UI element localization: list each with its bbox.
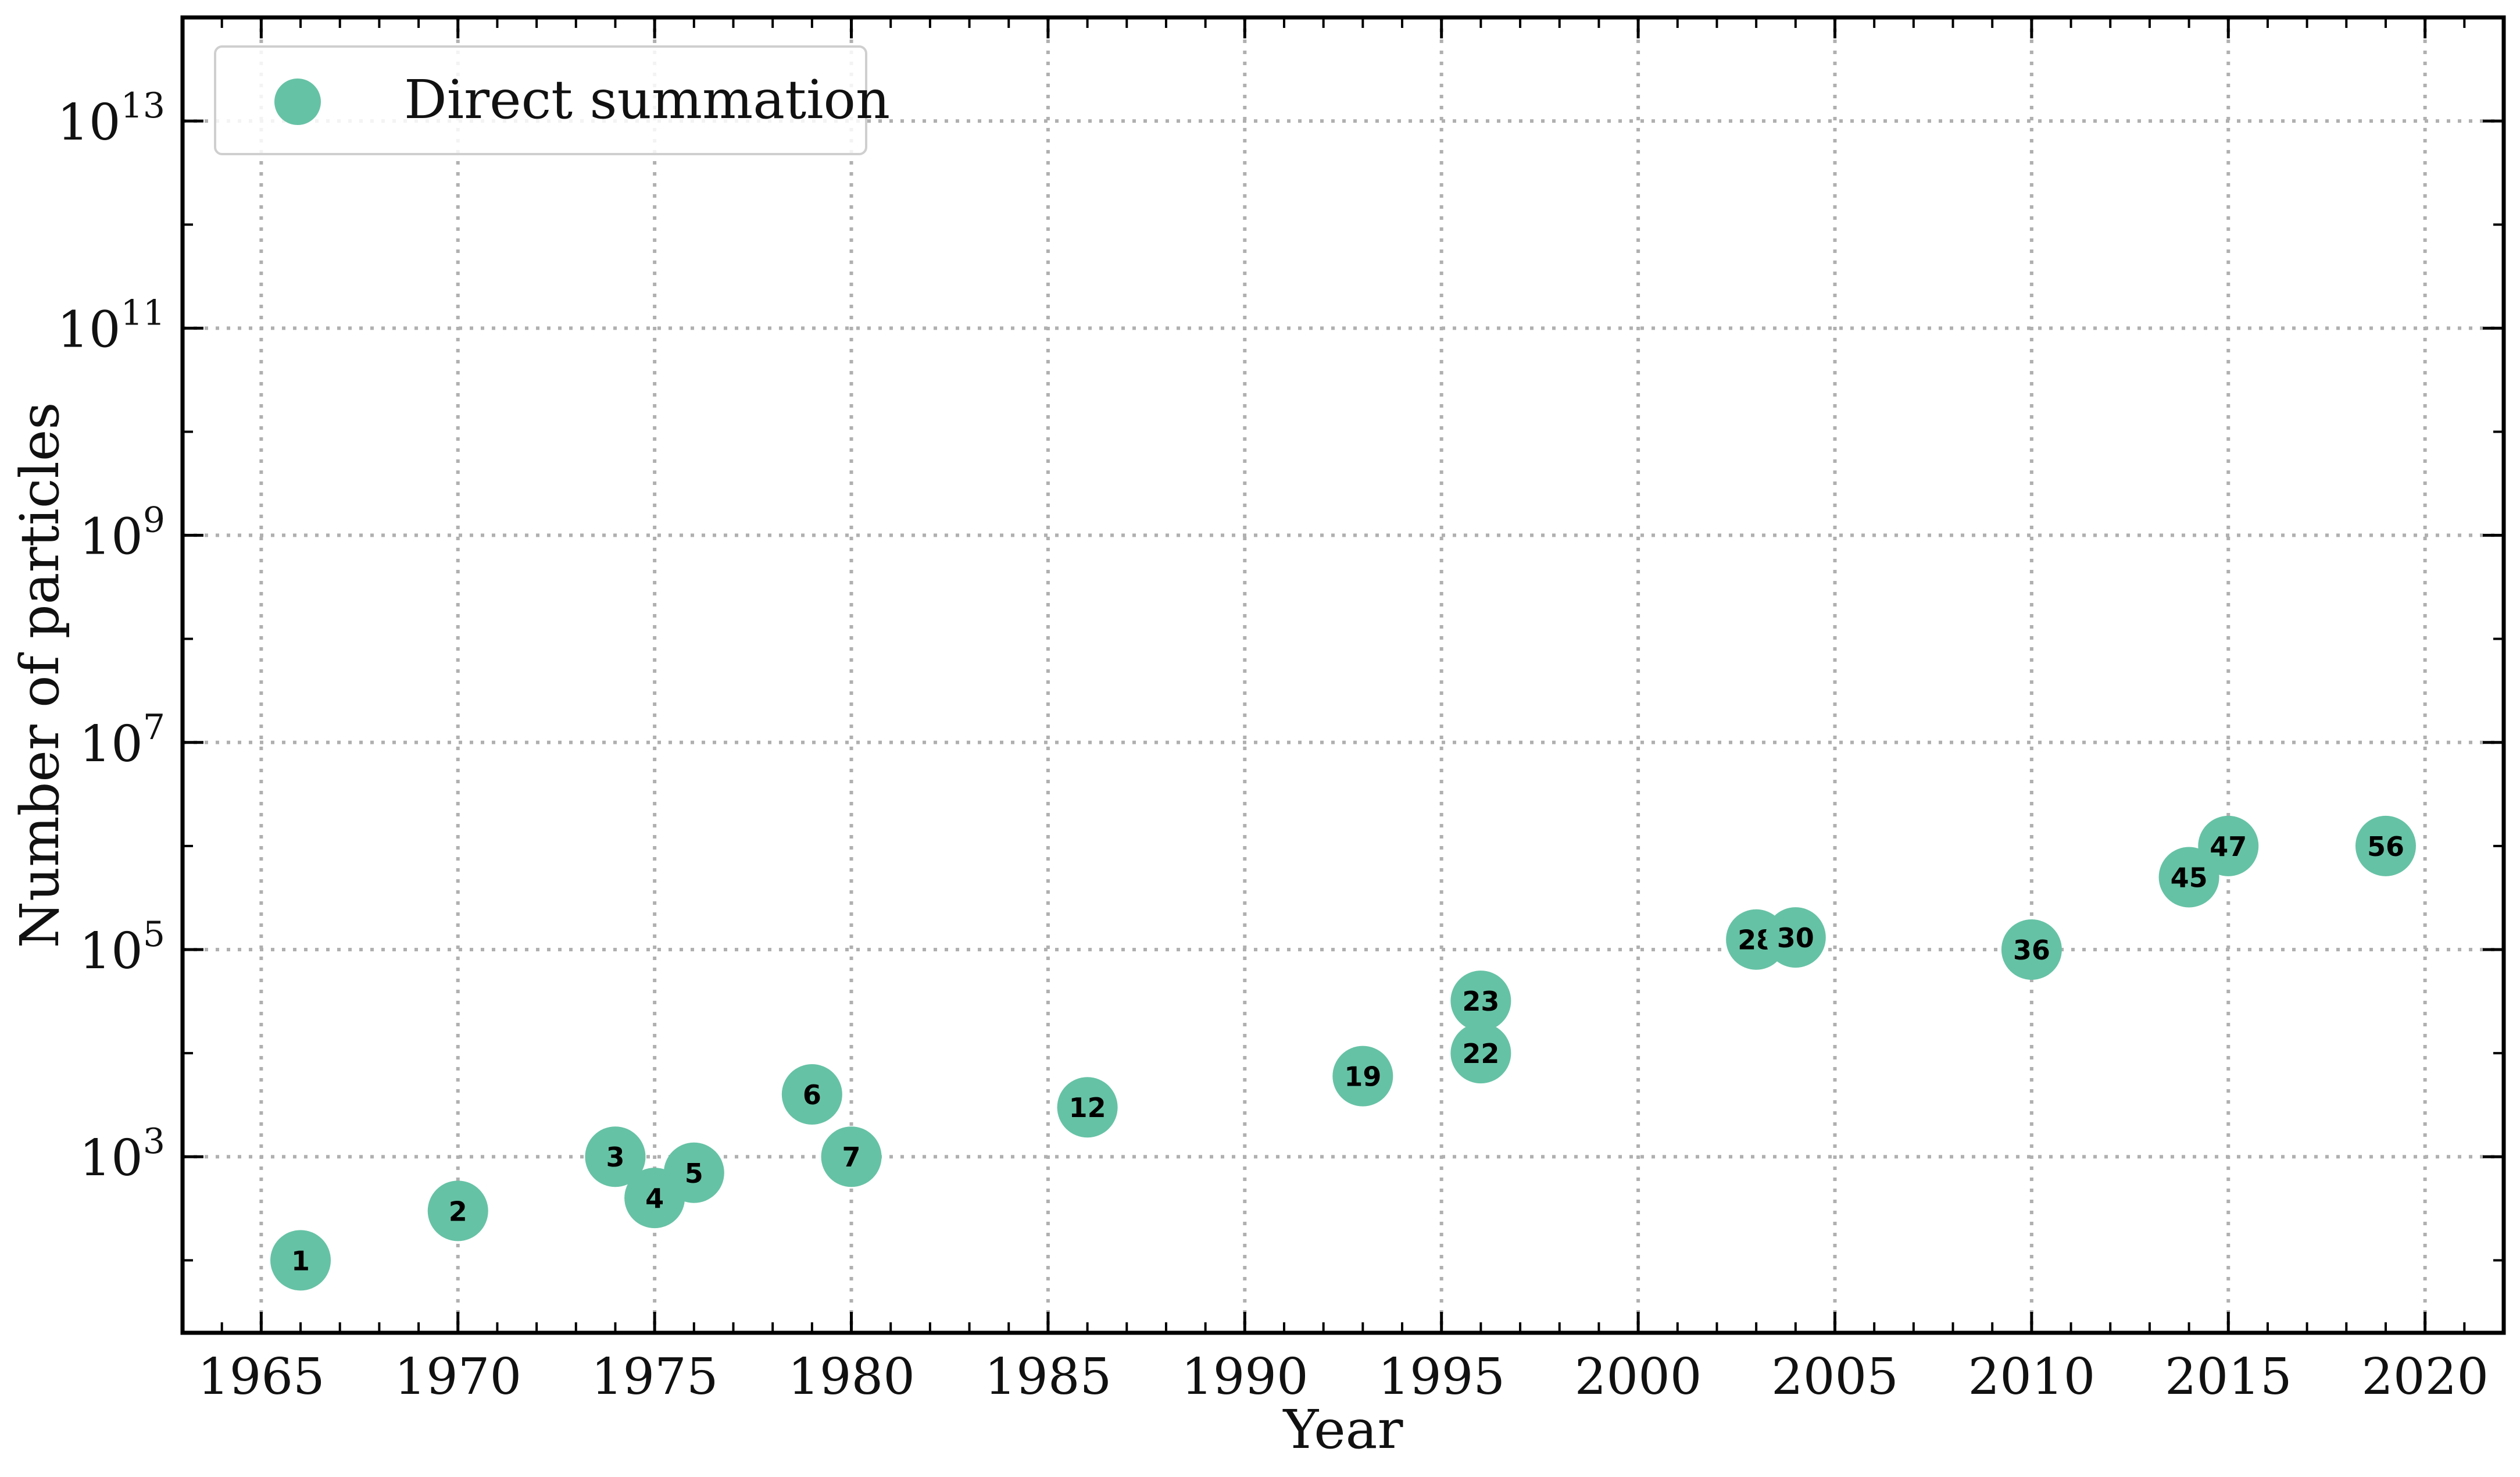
x-tick-label: 2005 [1771,1348,1899,1406]
data-point [2355,815,2416,876]
plot-frame [180,15,2506,1335]
data-point-label: 5 [685,1158,703,1189]
y-tick-label: 105 [79,914,165,980]
x-tick-label: 1975 [591,1348,719,1406]
data-point [2198,815,2259,876]
data-point-label: 23 [1462,986,1499,1017]
legend: Direct summation [214,45,890,155]
x-tick-label: 1965 [198,1348,325,1406]
data-point-label: 56 [2367,831,2404,862]
x-tick-label: 1970 [394,1348,521,1406]
legend-box [214,45,867,155]
x-tick-label: 1995 [1378,1348,1505,1406]
x-tick-label: 2010 [1968,1348,2095,1406]
data-point-label: 1 [291,1245,310,1276]
y-tick-label: 107 [79,707,165,773]
data-point [663,1142,724,1203]
x-tick-label: 2000 [1575,1348,1702,1406]
data-point [585,1126,646,1187]
x-tick-label: 1985 [984,1348,1111,1406]
data-point-label: 4 [645,1183,664,1214]
y-axis-title: Number of particles [9,402,71,948]
data-point-label: 3 [606,1141,624,1173]
grid [183,17,2504,1333]
data-point [1765,907,1826,968]
y-tick-label: 109 [79,500,165,566]
data-point-label: 45 [2171,862,2208,893]
x-tick-label: 1980 [788,1348,915,1406]
y-tick-label: 103 [79,1121,165,1187]
data-point [2001,919,2062,980]
data-point-label: 12 [1069,1092,1106,1123]
data-point-label: 30 [1777,922,1814,954]
data-point [1057,1077,1118,1138]
data-point [1332,1046,1393,1107]
y-tick-label: 1013 [57,85,165,152]
data-point [1450,971,1511,1032]
axis-ticks: 1965 1970 1975 1980 1985 1990 1995 2000 2005 2010… [57,16,2505,1406]
data-point-label: 2 [449,1196,467,1227]
data-point [781,1064,842,1125]
data-point [821,1126,882,1187]
data-point [1450,1023,1511,1084]
data-point-label: 22 [1462,1038,1499,1069]
x-axis-title: Year [1282,1398,1403,1461]
data-point-label: 7 [842,1141,861,1173]
data-point [270,1230,331,1291]
data-point-label: 19 [1344,1061,1381,1093]
x-tick-label: 1990 [1181,1348,1309,1406]
legend-marker [274,79,321,125]
data-point-label: 6 [803,1079,821,1111]
data-point [427,1180,488,1241]
data-point-label: 47 [2210,831,2247,862]
legend-label: Direct summation [404,69,890,131]
data-point-label: 36 [2013,934,2050,966]
x-tick-label: 2015 [2165,1348,2292,1406]
x-tick-label: 2020 [2361,1348,2489,1406]
y-tick-label: 1011 [57,292,165,359]
